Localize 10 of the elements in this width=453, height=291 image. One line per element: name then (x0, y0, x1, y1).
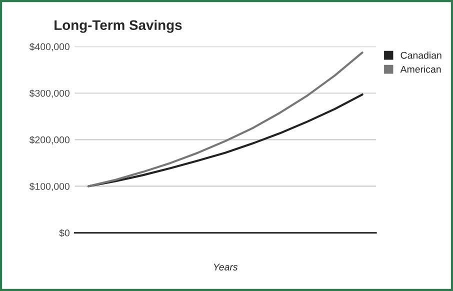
line-series (87, 52, 364, 188)
y-tick-label: $0 (59, 229, 70, 237)
x-axis-title: Years (214, 264, 238, 270)
y-tick-label: $300,000 (29, 89, 70, 98)
legend-label: American (400, 66, 441, 73)
y-tick-label: $100,000 (29, 182, 70, 192)
chart-title: Long-Term Savings (54, 20, 182, 33)
legend-label: Canadian (400, 52, 442, 59)
y-tick-label: $200,000 (29, 136, 70, 144)
y-tick-label: $400,000 (29, 42, 70, 52)
